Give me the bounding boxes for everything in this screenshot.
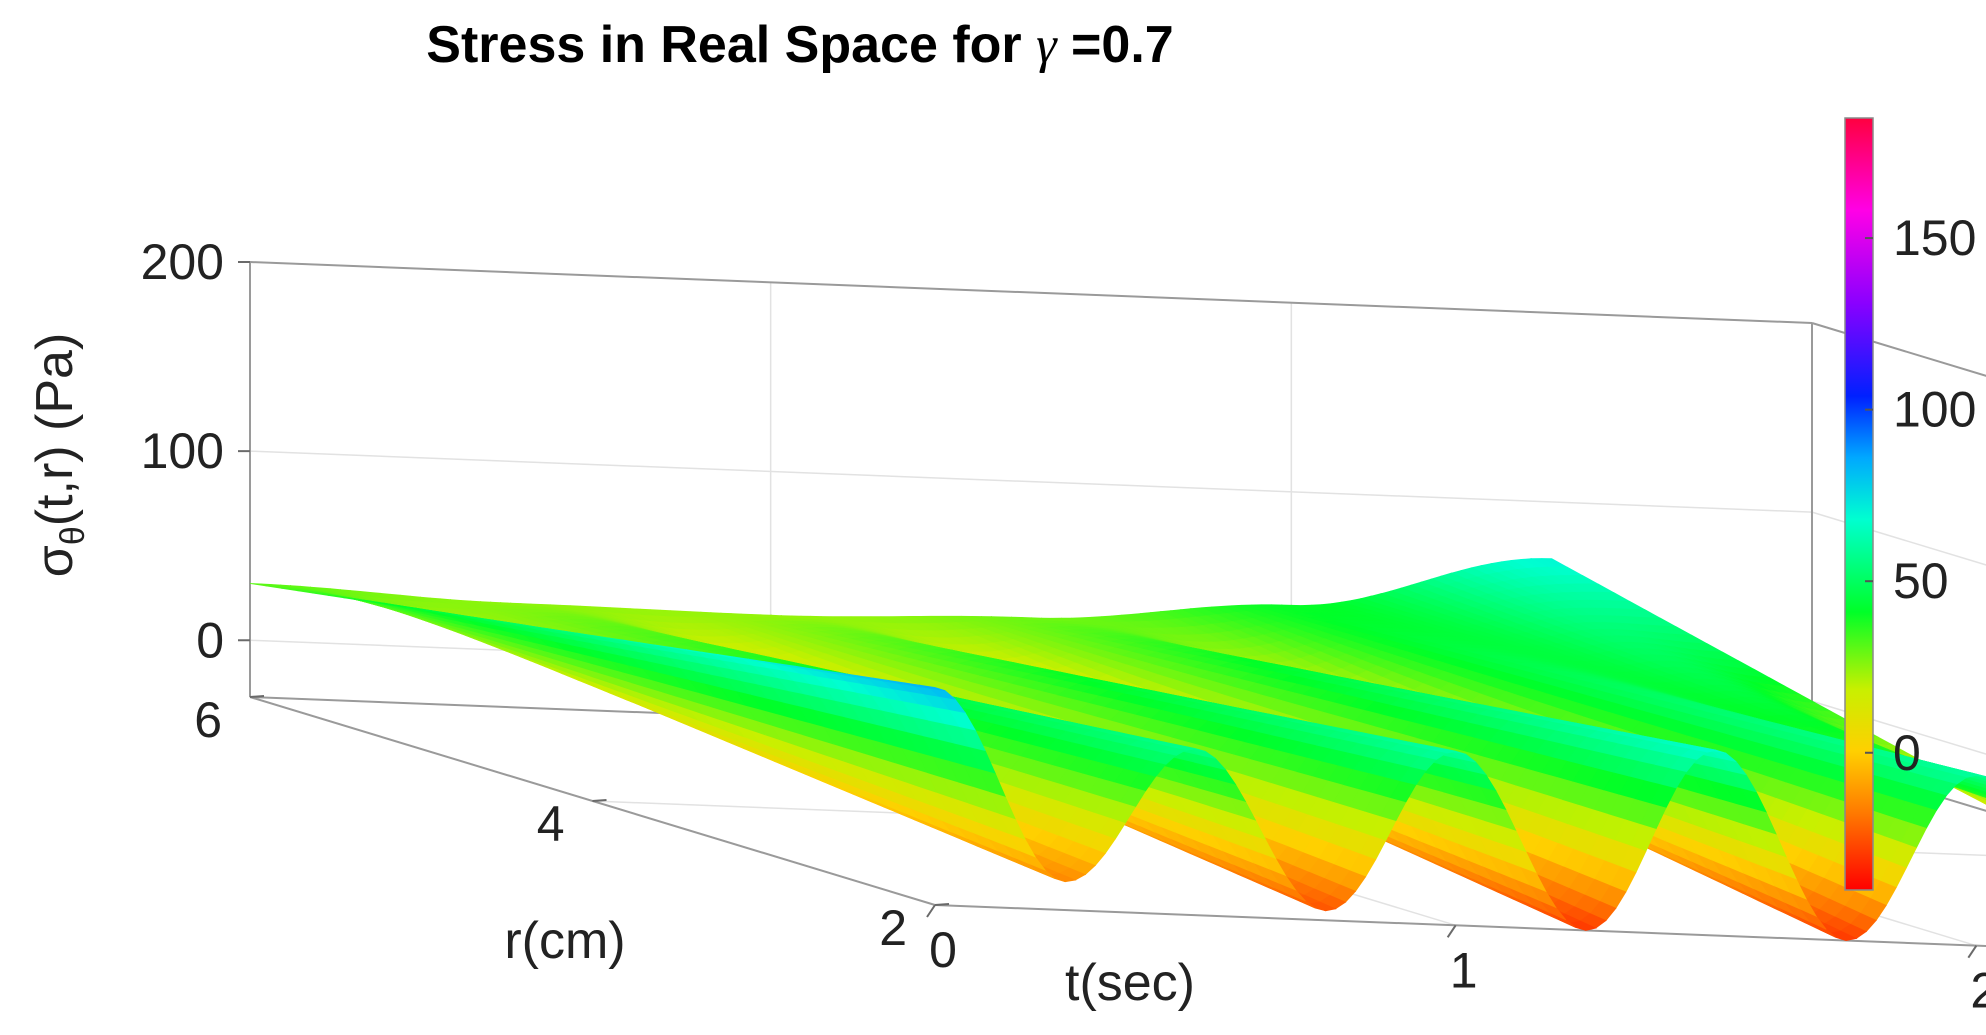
axes-box-edge <box>1811 322 1986 377</box>
axes-box-edge <box>934 904 1986 948</box>
grid-line-z <box>249 450 1813 513</box>
grid-line-z <box>1811 511 1986 566</box>
axes-box-edge <box>249 261 1813 324</box>
surface-mesh <box>249 558 1986 942</box>
chart-title: Stress in Real Space for γ =0.7 <box>426 16 1173 74</box>
grid-line-z <box>1811 700 1986 755</box>
